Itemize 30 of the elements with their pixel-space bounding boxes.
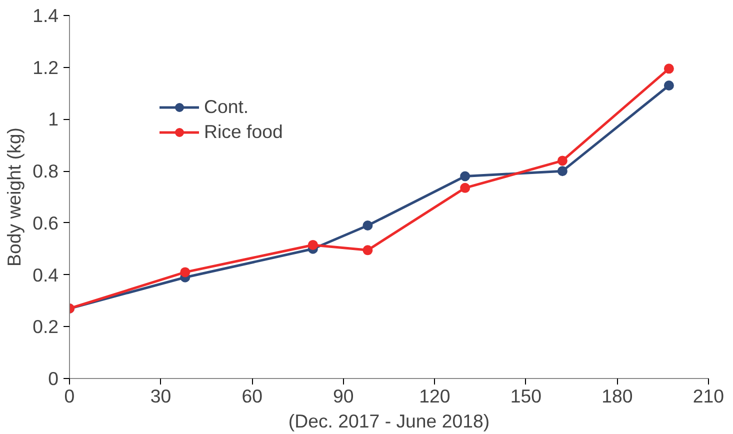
point [664, 80, 674, 90]
x-tick-label: 150 [510, 386, 542, 406]
point [557, 166, 568, 176]
point [362, 245, 373, 256]
legend-label: Cont. [204, 96, 249, 118]
y-axis-title: Body weight (kg) [4, 128, 25, 266]
point [180, 267, 190, 278]
y-tick-label: 0.8 [32, 160, 59, 182]
x-axis-title: (Dec. 2017 - June 2018) [288, 410, 490, 432]
point [308, 240, 318, 250]
legend-label: Rice food [204, 121, 283, 143]
point [664, 64, 674, 74]
x-tick-label: 30 [150, 386, 172, 406]
y-tick-label: 0 [48, 368, 59, 389]
x-tick-label: 60 [242, 386, 262, 406]
y-tick-label: 1 [48, 108, 59, 130]
point [557, 156, 568, 166]
x-tick-label: 0 [64, 386, 75, 406]
point [460, 182, 470, 193]
x-tick-label: 120 [419, 386, 450, 406]
y-tick-label: 0.6 [32, 212, 59, 234]
y-tick-label: 0.2 [32, 316, 59, 338]
y-tick-label: 0.4 [32, 264, 59, 286]
x-tick-label: 210 [692, 386, 724, 406]
point [362, 220, 373, 231]
y-tick-label: 1.4 [32, 5, 59, 26]
y-tick-label: 1.2 [32, 56, 59, 78]
point [460, 171, 470, 182]
x-tick-label: 180 [602, 386, 633, 406]
x-tick-label: 90 [332, 386, 354, 406]
